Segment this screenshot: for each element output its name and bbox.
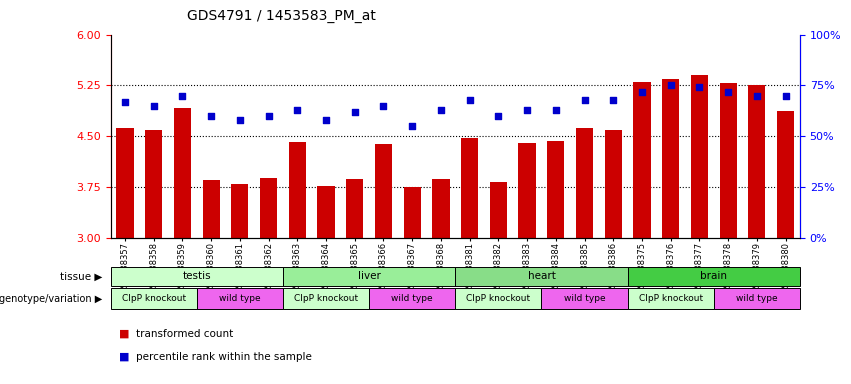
Bar <box>461 138 478 238</box>
Point <box>693 84 706 91</box>
Point <box>750 93 763 99</box>
Point <box>204 113 218 119</box>
Bar <box>283 288 369 309</box>
Point <box>607 97 620 103</box>
Bar <box>518 143 536 238</box>
Bar <box>633 82 650 238</box>
Point <box>290 107 304 113</box>
Bar <box>145 129 163 238</box>
Bar <box>174 108 191 238</box>
Bar <box>748 86 765 238</box>
Bar <box>111 267 283 286</box>
Bar <box>403 187 420 238</box>
Text: ClpP knockout: ClpP knockout <box>638 294 703 303</box>
Bar <box>576 128 593 238</box>
Text: liver: liver <box>357 271 380 281</box>
Text: genotype/variation ▶: genotype/variation ▶ <box>0 293 102 304</box>
Bar <box>111 288 197 309</box>
Point <box>463 97 477 103</box>
Bar <box>662 79 679 238</box>
Text: testis: testis <box>182 271 211 281</box>
Bar <box>714 288 800 309</box>
Bar <box>777 111 794 238</box>
Bar <box>260 179 277 238</box>
Point <box>492 113 505 119</box>
Point <box>578 97 591 103</box>
Point <box>405 123 419 129</box>
Point <box>549 107 563 113</box>
Point <box>233 117 247 123</box>
Point <box>319 117 333 123</box>
Bar <box>231 184 248 238</box>
Bar <box>627 288 714 309</box>
Point <box>779 93 792 99</box>
Point <box>434 107 448 113</box>
Point <box>377 103 391 109</box>
Text: brain: brain <box>700 271 728 281</box>
Text: wild type: wild type <box>563 294 605 303</box>
Point <box>348 109 362 115</box>
Text: ClpP knockout: ClpP knockout <box>466 294 530 303</box>
Point <box>664 83 677 89</box>
Point <box>175 93 189 99</box>
Text: percentile rank within the sample: percentile rank within the sample <box>136 352 312 362</box>
Bar <box>197 288 283 309</box>
Bar <box>455 267 627 286</box>
Bar <box>317 186 334 238</box>
Point <box>118 99 132 105</box>
Point <box>722 88 735 94</box>
Bar <box>719 83 737 238</box>
Text: GDS4791 / 1453583_PM_at: GDS4791 / 1453583_PM_at <box>187 9 376 23</box>
Text: ■: ■ <box>119 352 129 362</box>
Text: ClpP knockout: ClpP knockout <box>122 294 186 303</box>
Text: ClpP knockout: ClpP knockout <box>294 294 358 303</box>
Bar <box>604 129 622 238</box>
Text: tissue ▶: tissue ▶ <box>60 271 102 281</box>
Text: heart: heart <box>528 271 556 281</box>
Text: wild type: wild type <box>736 294 778 303</box>
Text: transformed count: transformed count <box>136 329 233 339</box>
Bar <box>432 179 449 238</box>
Bar <box>627 267 800 286</box>
Point <box>635 88 648 94</box>
Bar <box>283 267 455 286</box>
Text: wild type: wild type <box>391 294 433 303</box>
Bar <box>203 180 220 238</box>
Text: ■: ■ <box>119 329 129 339</box>
Bar <box>288 142 306 238</box>
Bar <box>346 179 363 238</box>
Text: wild type: wild type <box>219 294 260 303</box>
Point <box>147 103 161 109</box>
Bar <box>547 141 564 238</box>
Bar <box>374 144 392 238</box>
Point <box>520 107 534 113</box>
Bar <box>691 75 708 238</box>
Bar <box>541 288 627 309</box>
Bar <box>455 288 541 309</box>
Bar <box>490 182 507 238</box>
Bar <box>117 128 134 238</box>
Point <box>262 113 276 119</box>
Bar <box>369 288 455 309</box>
